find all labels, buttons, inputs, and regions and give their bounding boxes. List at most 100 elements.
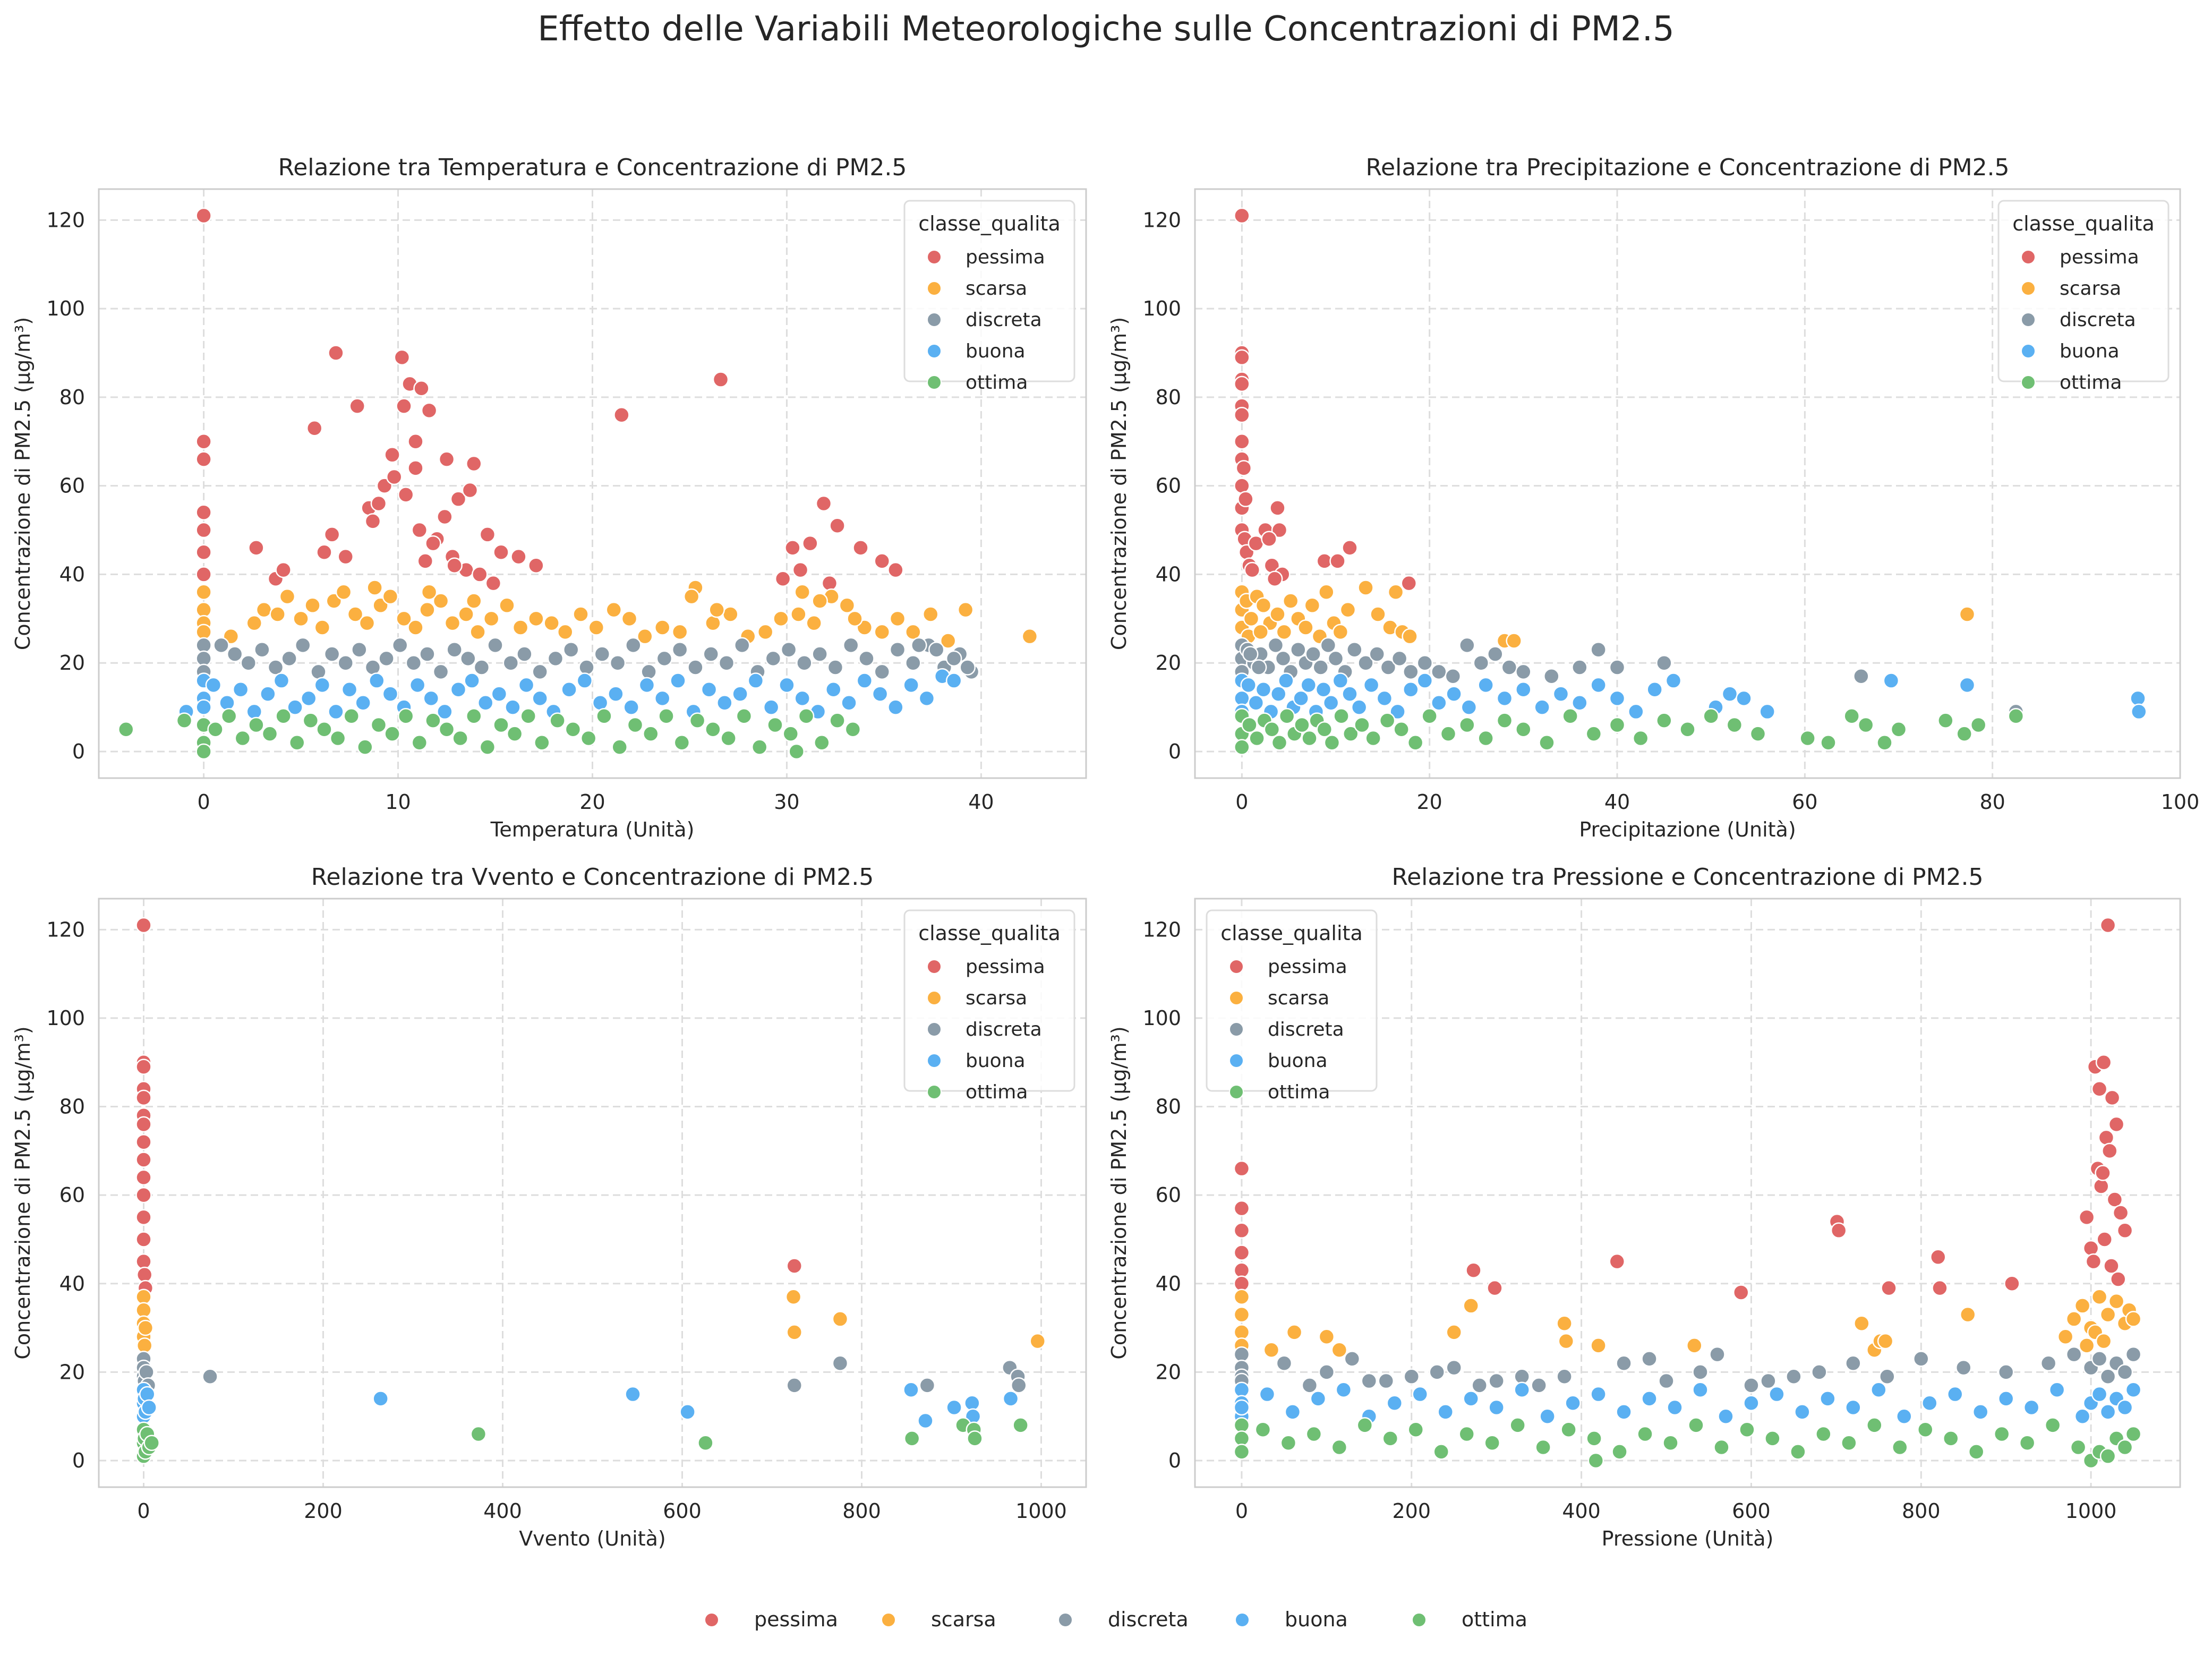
data-point [1997, 1390, 2014, 1407]
data-point [1233, 1306, 1250, 1323]
data-point [195, 743, 212, 760]
data-point [2125, 1346, 2142, 1363]
data-point [423, 690, 440, 707]
data-point [1029, 1333, 1046, 1350]
legend-marker [927, 375, 942, 390]
data-point [289, 735, 305, 751]
data-point [1276, 1355, 1293, 1371]
data-point [1628, 703, 1644, 720]
data-point [397, 708, 414, 724]
bottom-legend-label: pessima [754, 1608, 838, 1631]
data-point [847, 610, 863, 627]
data-point [671, 624, 688, 641]
data-point [479, 739, 496, 755]
data-point [2085, 1253, 2102, 1270]
subplot-title: Relazione tra Temperatura e Concentrazio… [278, 154, 907, 181]
bottom-legend-marker [1412, 1612, 1427, 1627]
series-scarsa [1234, 579, 1976, 649]
data-point [1879, 1368, 1895, 1385]
data-point [1637, 1426, 1653, 1443]
data-point [1458, 1426, 1475, 1443]
data-point [576, 672, 593, 689]
legend-label: scarsa [966, 278, 1027, 300]
data-point [1932, 1279, 1948, 1296]
x-tick-label: 10 [385, 790, 411, 814]
data-point [316, 721, 332, 738]
data-point [1459, 716, 1475, 733]
data-point [1487, 646, 1504, 662]
series-discreta [195, 637, 980, 680]
figure-title: Effetto delle Variabili Meteorologiche s… [537, 10, 1675, 49]
data-point [1269, 500, 1286, 516]
data-point [2078, 1337, 2095, 1354]
data-point [1718, 1408, 1734, 1424]
data-point [425, 535, 441, 552]
data-point [786, 1324, 802, 1341]
x-axis-label: Pressione (Unità) [1602, 1527, 1774, 1550]
data-point [281, 650, 297, 667]
data-point [195, 699, 212, 715]
data-point [1959, 1306, 1976, 1323]
data-point [1021, 628, 1038, 645]
data-point [1332, 624, 1349, 641]
x-tick-label: 80 [1979, 790, 2005, 814]
data-point [437, 508, 453, 525]
data-point [1641, 1351, 1658, 1367]
data-point [1261, 531, 1277, 547]
data-point [1759, 703, 1775, 720]
series-ottima [1233, 1417, 2142, 1469]
data-point [1416, 654, 1433, 671]
x-tick-label: 0 [198, 790, 210, 814]
data-point [1327, 650, 1344, 667]
data-point [1234, 207, 1250, 224]
data-point [304, 597, 321, 614]
data-point [940, 633, 956, 649]
data-point [844, 721, 861, 738]
series-ottima [1234, 708, 2025, 755]
data-point [1587, 1452, 1604, 1469]
data-point [656, 650, 673, 667]
data-point [1382, 1430, 1399, 1447]
data-point [2125, 1426, 2142, 1443]
data-point [1254, 1421, 1271, 1438]
data-point [1250, 659, 1267, 676]
data-point [2116, 1364, 2133, 1380]
data-point [1515, 663, 1532, 680]
data-point [1616, 1404, 1632, 1420]
data-point [135, 1151, 152, 1168]
data-point [1429, 1364, 1446, 1380]
data-point [432, 593, 449, 609]
data-point [485, 575, 502, 592]
data-point [683, 588, 700, 605]
bottom-legend-marker [1058, 1612, 1073, 1627]
data-point [1794, 1404, 1810, 1420]
data-point [1477, 677, 1494, 694]
data-point [1760, 1372, 1777, 1389]
axes-frame [98, 898, 1087, 1488]
data-point [1539, 735, 1555, 751]
data-point [1572, 694, 1588, 711]
data-point [396, 398, 412, 414]
data-point [1739, 1421, 1755, 1438]
data-point [1263, 1342, 1280, 1358]
data-point [1300, 677, 1317, 694]
subplot-4: 0 200 400 600 800 1000 0 20 40 60 80 100 120 Relazion… [1107, 864, 2181, 1550]
legend-marker [927, 344, 942, 359]
data-point [1387, 584, 1404, 601]
data-point [314, 677, 331, 694]
data-point [195, 207, 212, 224]
data-point [1286, 1324, 1303, 1341]
subplot-title: Relazione tra Pressione e Concentrazione… [1391, 864, 1983, 891]
data-point [1433, 1444, 1449, 1460]
data-point [1270, 686, 1287, 702]
data-point [638, 677, 655, 694]
data-point [2074, 1408, 2091, 1424]
data-point [1446, 1359, 1462, 1376]
data-point [2131, 703, 2147, 720]
data-point [821, 575, 838, 592]
data-point [2125, 1381, 2142, 1398]
data-point [1343, 726, 1359, 742]
data-point [248, 716, 264, 733]
